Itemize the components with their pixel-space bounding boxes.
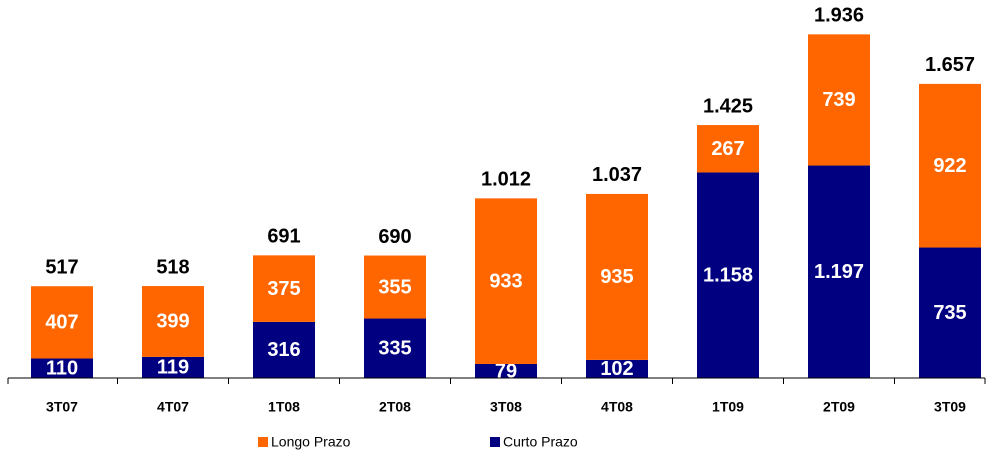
data-label: 335 xyxy=(378,338,411,360)
total-label: 1.425 xyxy=(703,95,753,117)
total-label: 517 xyxy=(45,257,78,279)
total-label: 691 xyxy=(267,226,300,248)
data-label: 316 xyxy=(267,339,300,361)
total-label: 1.657 xyxy=(925,54,975,76)
data-label: 933 xyxy=(489,270,522,292)
legend-swatch xyxy=(490,437,500,447)
data-label: 267 xyxy=(711,138,744,160)
bar-segment xyxy=(919,83,981,248)
bar-segment xyxy=(31,286,93,359)
data-label: 922 xyxy=(933,155,966,177)
bar-segment xyxy=(142,286,204,357)
x-tick-label: 3T09 xyxy=(934,399,966,415)
data-label: 79 xyxy=(495,360,517,382)
bar-segment xyxy=(586,193,648,360)
x-tick-label: 2T08 xyxy=(379,399,411,415)
bar-segment xyxy=(697,125,759,173)
bar-segment xyxy=(919,247,981,378)
bar-segment xyxy=(364,255,426,319)
bar-segment xyxy=(31,358,93,378)
total-label: 1.037 xyxy=(592,164,642,186)
bar-segment xyxy=(475,198,537,364)
data-label: 1.158 xyxy=(703,265,753,287)
legend-swatch xyxy=(258,437,268,447)
x-tick-label: 4T07 xyxy=(157,399,189,415)
x-tick-label: 3T07 xyxy=(46,399,78,415)
x-tick-label: 3T08 xyxy=(490,399,522,415)
data-label: 739 xyxy=(822,89,855,111)
data-label: 355 xyxy=(378,276,411,298)
total-label: 1.012 xyxy=(481,169,531,191)
total-label: 1.936 xyxy=(814,5,864,27)
x-tick-label: 2T09 xyxy=(823,399,855,415)
bar-segment xyxy=(253,321,315,378)
data-label: 375 xyxy=(267,278,300,300)
bar-segment xyxy=(142,356,204,378)
bar-segment xyxy=(808,34,870,166)
data-label: 735 xyxy=(933,302,966,324)
bar-segment xyxy=(253,255,315,322)
x-tick-label: 4T08 xyxy=(601,399,633,415)
data-label: 102 xyxy=(600,358,633,380)
x-tick-label: 1T09 xyxy=(712,399,744,415)
bar-segment xyxy=(364,318,426,378)
data-label: 119 xyxy=(157,357,189,379)
bar-segment xyxy=(697,172,759,378)
total-label: 690 xyxy=(378,226,411,248)
bar-segment xyxy=(586,359,648,378)
data-label: 110 xyxy=(46,358,78,380)
x-tick-label: 1T08 xyxy=(268,399,300,415)
total-label: 518 xyxy=(156,256,189,278)
data-label: 399 xyxy=(156,311,189,333)
data-label: 935 xyxy=(600,266,633,288)
data-label: 407 xyxy=(45,312,78,334)
bar-segment xyxy=(808,165,870,378)
legend-label: Longo Prazo xyxy=(271,434,351,450)
bar-segment xyxy=(475,363,537,378)
data-label: 1.197 xyxy=(814,261,864,283)
legend-label: Curto Prazo xyxy=(503,434,578,450)
